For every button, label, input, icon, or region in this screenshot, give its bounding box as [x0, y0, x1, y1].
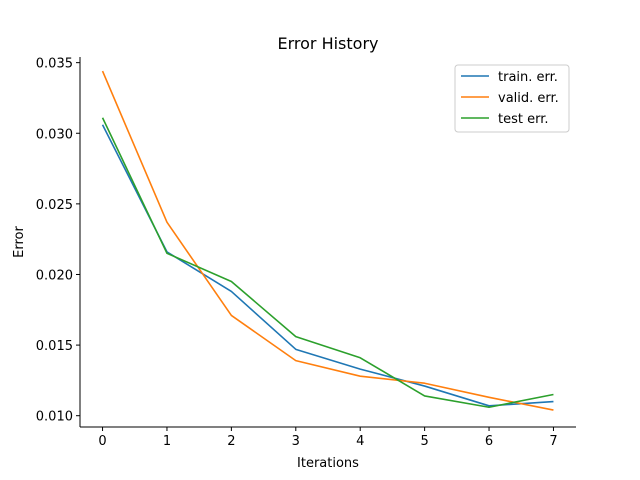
series-line-2 [101, 70, 554, 411]
legend-label-3: test err. [498, 112, 549, 127]
y-axis-label: Error [12, 226, 27, 258]
x-tick-label: 2 [227, 434, 235, 449]
x-axis-ticks: 0 1 2 3 4 5 6 7 [98, 427, 558, 449]
x-tick-label: 6 [485, 434, 493, 449]
plot-area [101, 70, 554, 411]
legend-box [454, 64, 570, 133]
series-line-3 [101, 117, 554, 409]
y-tick-label: 0.015 [36, 339, 73, 354]
x-tick-label: 4 [356, 434, 364, 449]
x-tick-label: 0 [98, 434, 106, 449]
y-tick-label: 0.030 [36, 127, 73, 142]
y-tick-label: 0.010 [36, 410, 73, 425]
y-tick-label: 0.020 [36, 268, 73, 283]
x-tick-label: 1 [163, 434, 171, 449]
y-tick-label: 0.025 [36, 198, 73, 213]
legend: train. err. valid. err. test err. [454, 64, 570, 133]
series-line-1 [101, 124, 554, 407]
x-tick-label: 7 [549, 434, 557, 449]
chart-title: Error History [277, 34, 378, 53]
y-tick-label: 0.035 [36, 57, 73, 72]
legend-label-1: train. err. [498, 70, 558, 85]
x-axis-label: Iterations [297, 456, 359, 471]
x-tick-label: 5 [420, 434, 428, 449]
legend-label-2: valid. err. [498, 91, 559, 106]
y-axis-ticks: 0.010 0.015 0.020 0.025 0.030 0.035 [36, 57, 80, 425]
x-tick-label: 3 [292, 434, 300, 449]
